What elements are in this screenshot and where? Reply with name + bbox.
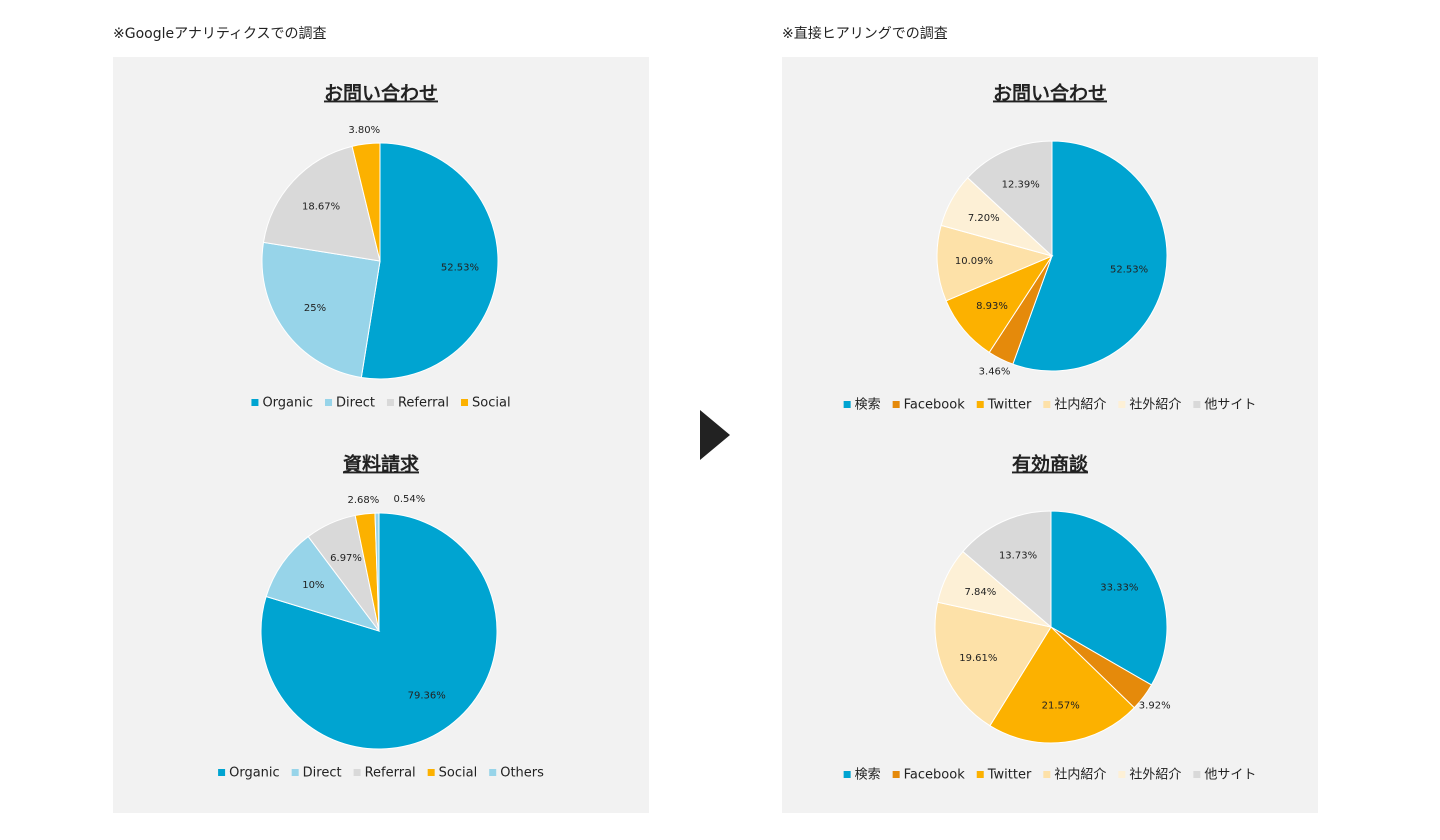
pie-slice (261, 241, 381, 379)
legend-label: 検索 (855, 768, 881, 783)
legend-label: Others (500, 766, 544, 781)
legend-label: 他サイト (1204, 398, 1256, 413)
legend-label: Social (472, 396, 511, 411)
legend-label: Facebook (904, 768, 966, 783)
legend-label: Twitter (987, 398, 1032, 413)
pie-slice (260, 512, 498, 750)
data-label: 12.39% (1002, 179, 1040, 190)
chart-title: 資料請求 (343, 453, 420, 476)
data-label: 3.92% (1139, 700, 1171, 711)
legend-swatch (218, 769, 226, 776)
pie-slice (962, 510, 1052, 629)
legend: 検索 Facebook Twitter 社内紹介 社外紹介 他サイト (843, 767, 1256, 783)
pie-slice (1012, 140, 1168, 372)
legend-swatch (489, 769, 497, 776)
legend-label: 社外紹介 (1129, 397, 1181, 413)
legend-swatch (353, 769, 361, 776)
data-label: 52.53% (441, 262, 479, 273)
legend: 検索 Facebook Twitter 社内紹介 社外紹介 他サイト (843, 397, 1256, 413)
legend-label: 社内紹介 (1054, 767, 1106, 783)
legend-swatch (976, 771, 984, 778)
legend-label: 社外紹介 (1129, 767, 1181, 783)
legend-swatch (1118, 401, 1126, 408)
caption: ※Googleアナリティクスでの調査 (113, 26, 327, 42)
data-label: 7.84% (964, 587, 996, 598)
pie-slice (989, 626, 1136, 744)
legend-swatch (976, 401, 984, 408)
legend-swatch (843, 401, 851, 408)
data-label: 79.36% (408, 690, 446, 701)
legend-label: 検索 (855, 398, 881, 413)
legend-label: Organic (229, 766, 280, 781)
legend-label: Referral (365, 766, 416, 781)
legend-swatch (427, 769, 435, 776)
legend-swatch (1193, 771, 1201, 778)
data-label: 3.46% (979, 366, 1011, 377)
legend-swatch (1043, 771, 1051, 778)
caption: ※直接ヒアリングでの調査 (782, 25, 948, 42)
data-label: 52.53% (1110, 265, 1148, 276)
chart-title: 有効商談 (1012, 453, 1089, 476)
pie-slice (265, 535, 381, 632)
legend-label: 他サイト (1204, 768, 1256, 783)
pie-slice (936, 224, 1054, 302)
data-label: 21.57% (1042, 700, 1080, 711)
arrow (700, 410, 730, 460)
legend-swatch (1118, 771, 1126, 778)
legend-swatch (892, 771, 900, 778)
data-label: 2.68% (347, 495, 379, 506)
data-label: 7.20% (968, 213, 1000, 224)
legend-label: Direct (303, 766, 342, 781)
legend-swatch (1193, 401, 1201, 408)
pie-slice (374, 512, 380, 632)
chart-title: お問い合わせ (993, 82, 1107, 105)
data-label: 0.54% (393, 494, 425, 505)
legend: Organic Direct Referral Social Others (218, 766, 544, 781)
legend-swatch (892, 401, 900, 408)
legend-label: Direct (336, 396, 375, 411)
legend-swatch (325, 399, 333, 406)
data-label: 10% (302, 580, 324, 591)
pie-slice (966, 140, 1053, 258)
legend-swatch (291, 769, 299, 776)
pie-slice (262, 145, 381, 262)
pie-slice (1050, 510, 1168, 686)
data-label: 25% (304, 303, 326, 314)
data-label: 3.80% (348, 125, 380, 136)
legend-swatch (386, 399, 394, 406)
data-label: 19.61% (959, 653, 997, 664)
legend-swatch (1043, 401, 1051, 408)
legend-label: 社内紹介 (1054, 397, 1106, 413)
pie-slice (351, 142, 381, 262)
chart-title: お問い合わせ (324, 82, 438, 105)
data-label: 10.09% (955, 256, 993, 267)
legend: Organic Direct Referral Social (251, 396, 511, 411)
legend-swatch (461, 399, 469, 406)
pie-slice (934, 601, 1052, 727)
data-label: 8.93% (976, 301, 1008, 312)
data-label: 6.97% (330, 553, 362, 564)
legend-label: Twitter (987, 768, 1032, 783)
legend-swatch (843, 771, 851, 778)
data-label: 18.67% (302, 202, 340, 213)
data-label: 33.33% (1100, 583, 1138, 594)
legend-label: Facebook (904, 398, 966, 413)
legend-label: Social (439, 766, 478, 781)
pie-slice (360, 142, 499, 380)
legend-label: Organic (262, 396, 313, 411)
legend-label: Referral (398, 396, 449, 411)
data-label: 13.73% (999, 550, 1037, 561)
legend-swatch (251, 399, 259, 406)
